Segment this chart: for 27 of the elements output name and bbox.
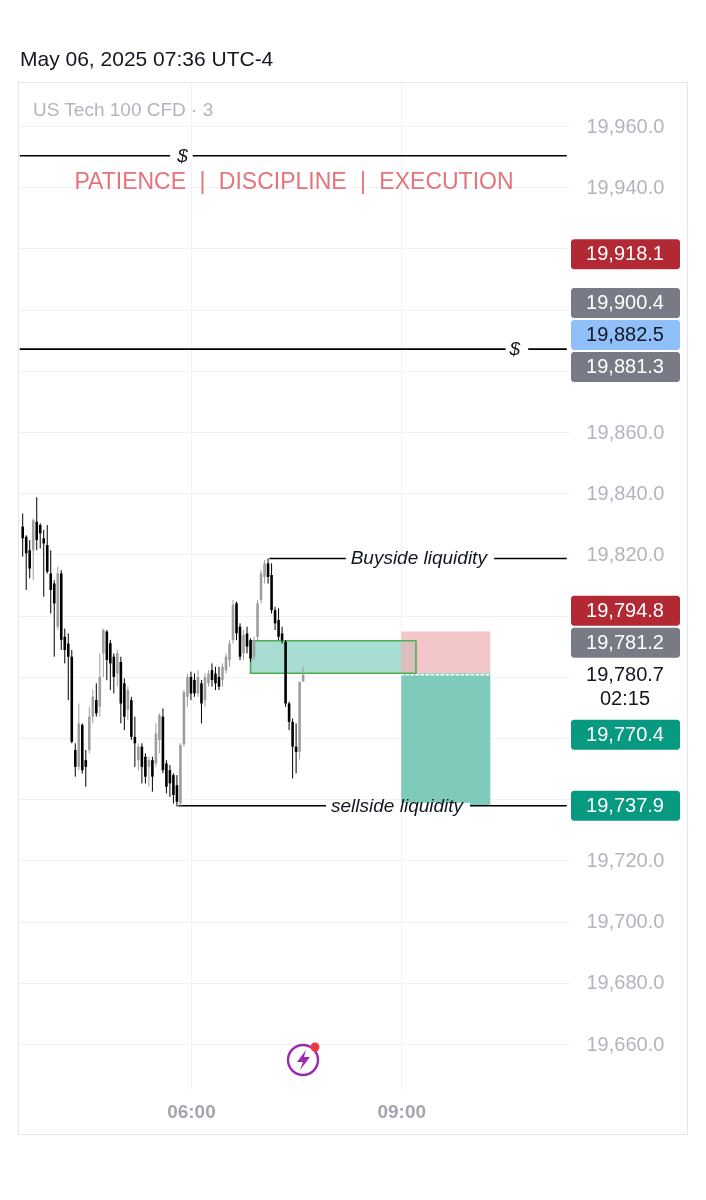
annotation: $ xyxy=(176,144,189,166)
text: 19,737.9 xyxy=(586,793,664,816)
y-tick-label: 19,840.0 xyxy=(586,481,665,504)
annotation: PATIENCE | DISCIPLINE | EXECUTION xyxy=(73,168,515,195)
y-tick-label: 19,720.0 xyxy=(586,848,665,871)
text: 19,781.2 xyxy=(586,630,664,653)
x-tick-label: 09:00 xyxy=(377,1100,427,1122)
y-tick-label: 19,660.0 xyxy=(586,1032,665,1055)
text: 19,881.3 xyxy=(586,354,664,377)
y-tick-label: 19,860.0 xyxy=(586,420,665,443)
annotation: Buyside liquidity xyxy=(350,547,489,569)
y-tick-label: 19,820.0 xyxy=(586,542,665,565)
annotation: sellside liquidity xyxy=(331,794,465,816)
text: 19,794.8 xyxy=(586,598,664,621)
annotation: $ xyxy=(508,338,521,360)
y-tick-label: 19,940.0 xyxy=(586,175,665,198)
text: 19,780.7 02:15 xyxy=(586,662,664,709)
text: 19,770.4 xyxy=(586,722,664,745)
text: US Tech 100 CFD · 3 xyxy=(33,99,214,121)
y-tick-label: 19,680.0 xyxy=(586,971,665,994)
text: 19,918.1 xyxy=(586,242,664,265)
text: 19,900.4 xyxy=(586,290,664,313)
y-tick-label: 19,700.0 xyxy=(586,910,665,933)
text: 19,882.5 xyxy=(586,322,664,345)
x-tick-label: 06:00 xyxy=(167,1100,216,1122)
y-tick-label: 19,960.0 xyxy=(586,114,665,137)
text: May 06, 2025 07:36 UTC-4 xyxy=(20,47,274,71)
